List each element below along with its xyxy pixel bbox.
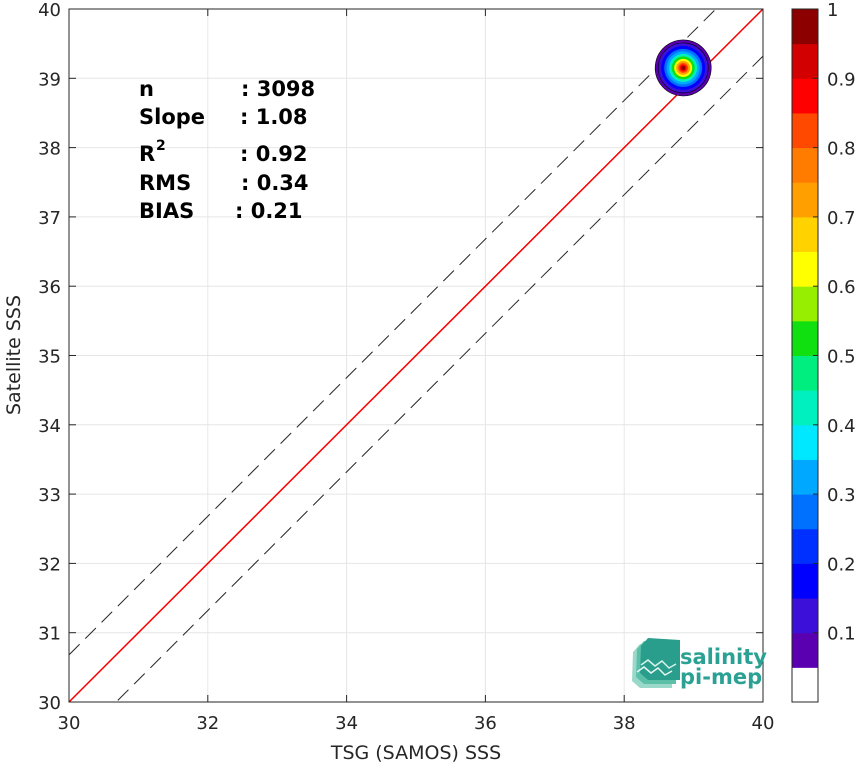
colorbar-tick-label: 1 [827,0,838,21]
colorbar-tick-label: 0.9 [827,69,856,90]
colorbar-tick-label: 0.2 [827,554,856,575]
x-tick-label: 38 [613,713,636,734]
colorbar-segment [792,424,818,460]
stat-n-value: : 3098 [241,77,315,101]
y-tick-label: 38 [38,139,61,160]
stat-bias-value: : 0.21 [235,199,303,223]
colorbar-segment [792,528,818,564]
grid-lines [68,8,764,703]
colorbar-segment [792,147,818,183]
colorbar-segment [792,112,818,149]
y-tick-label: 34 [38,416,61,437]
colorbar-segment [792,632,818,668]
regression-line [69,9,763,702]
x-tick-label: 32 [196,713,219,734]
colorbar-segment [792,494,818,530]
y-tick-label: 37 [38,208,61,229]
colorbar-segment [792,182,818,218]
colorbar-ticks: 0.1 0.2 0.3 0.4 0.5 0.6 0.7 0.8 0.9 1 [813,0,856,645]
upper-bound-line [69,9,717,656]
colorbar-tick-label: 0.7 [827,208,856,229]
x-tick-label: 36 [474,713,497,734]
stat-r2-label: R [139,142,155,166]
x-tick-label: 40 [752,713,775,734]
colorbar-segment [792,563,818,599]
y-tick-label: 30 [38,693,61,714]
y-tick-label: 32 [38,554,61,575]
stat-r2-value: : 0.92 [240,142,308,166]
reference-lines [69,9,763,702]
y-tick-label: 35 [38,347,61,368]
stat-rms-value: : 0.34 [241,171,309,195]
stat-slope-label: Slope [139,105,205,129]
colorbar-segment [792,459,818,495]
colorbar-tick-label: 0.6 [827,277,856,298]
logo-line2: pi-mep [680,665,762,689]
colorbar-segment [792,9,818,45]
salinity-pi-mep-logo: salinity pi-mep [632,638,767,689]
y-tick-label: 36 [38,277,61,298]
y-axis-ticks: 30 31 32 33 34 35 36 37 38 39 40 [38,0,763,714]
colorbar-tick-label: 0.5 [827,347,856,368]
colorbar-tick-label: 0.1 [827,624,856,645]
stat-rms-label: RMS [139,171,191,195]
x-axis-label: TSG (SAMOS) SSS [330,742,501,764]
colorbar-segment [792,320,818,356]
y-tick-label: 31 [38,624,61,645]
density-contours [654,39,712,97]
colorbar-segment [792,251,818,287]
y-tick-label: 33 [38,485,61,506]
stat-r2-sup: 2 [156,138,166,154]
colorbar-tick-label: 0.4 [827,416,856,437]
colorbar-segment [792,667,818,703]
colorbar-segment [792,216,818,253]
density-contour [681,65,686,70]
y-tick-label: 40 [38,0,61,21]
stat-n-label: n [139,77,154,101]
x-tick-label: 34 [335,713,358,734]
stats-box: n : 3098 Slope : 1.08 R 2 : 0.92 RMS : 0… [139,77,315,223]
colorbar-segment [792,390,818,426]
colorbar-tick-label: 0.3 [827,485,856,506]
colorbar-segment [792,43,818,79]
colorbar [792,9,818,703]
colorbar-tick-label: 0.8 [827,139,856,160]
x-tick-label: 30 [58,713,81,734]
colorbar-segment [792,355,818,391]
x-axis-ticks: 30 32 34 36 38 40 [58,9,775,734]
lower-bound-line [115,55,763,702]
stat-slope-value: : 1.08 [240,105,308,129]
y-tick-label: 39 [38,69,61,90]
colorbar-segment [792,286,818,322]
logo-graphic [632,638,680,688]
colorbar-segment [792,78,818,114]
y-axis-label: Satellite SSS [3,295,25,415]
stat-bias-label: BIAS [139,199,194,223]
colorbar-segment [792,598,818,634]
logo-line1: salinity [680,645,767,669]
